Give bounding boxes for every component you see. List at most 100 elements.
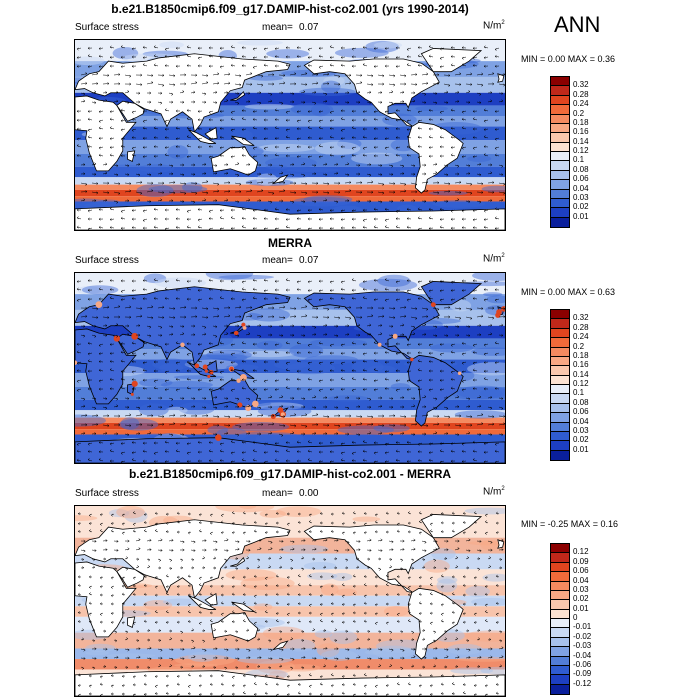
colorbar-swatch (551, 180, 569, 190)
colorbar-swatch (551, 338, 569, 348)
panel-1-colorbar (550, 76, 570, 228)
colorbar-swatch (551, 665, 569, 676)
colorbar-tick-label: 0.32 (573, 313, 589, 323)
colorbar-swatch (551, 114, 569, 124)
colorbar-swatch (551, 319, 569, 329)
colorbar-swatch (551, 656, 569, 666)
colorbar-tick-label: 0.02 (573, 202, 589, 212)
colorbar-swatch (551, 189, 569, 199)
colorbar-tick-label: 0.02 (573, 435, 589, 445)
panel-1-map (74, 39, 506, 231)
colorbar-tick-label: 0.14 (573, 136, 589, 146)
colorbar-tick-label: 0.04 (573, 416, 589, 426)
colorbar-swatch (551, 684, 569, 694)
colorbar-tick-label: 0.16 (573, 127, 589, 137)
colorbar-swatch (551, 142, 569, 152)
colorbar-swatch (551, 170, 569, 181)
colorbar-tick-label: 0.12 (573, 146, 589, 155)
colorbar-tick-label: 0.08 (573, 397, 589, 407)
panel-2-mean-label: mean= (262, 255, 293, 266)
colorbar-swatch (551, 86, 569, 96)
colorbar-tick-label: 0.12 (573, 379, 589, 388)
panel-2-map (74, 272, 506, 464)
colorbar-tick-label: 0.02 (573, 594, 589, 604)
season-label: ANN (554, 12, 601, 37)
colorbar-tick-label: 0.12 (573, 547, 589, 557)
colorbar-swatch (551, 394, 569, 404)
colorbar-tick-label: 0.06 (573, 566, 589, 576)
colorbar-swatch (551, 590, 569, 601)
panel-3-variable: Surface stress (75, 488, 139, 499)
colorbar-swatch (551, 544, 569, 554)
colorbar-swatch (551, 198, 569, 209)
colorbar-tick-label: 0.09 (573, 556, 589, 566)
colorbar-swatch (551, 647, 569, 657)
panel-3-title: b.e21.B1850cmip6.f09_g17.DAMIP-hist-co2.… (128, 467, 452, 481)
panel-2-minmax: MIN = 0.00 MAX = 0.63 (521, 287, 616, 297)
colorbar-tick-label: 0.01 (573, 444, 589, 454)
colorbar-swatch (551, 385, 569, 395)
colorbar-swatch (551, 562, 569, 573)
colorbar-tick-label: 0.18 (573, 117, 589, 127)
colorbar-tick-label: -0.06 (573, 659, 592, 669)
colorbar-swatch (551, 675, 569, 685)
colorbar-swatch (551, 637, 569, 648)
colorbar-swatch (551, 572, 569, 582)
colorbar-tick-label: -0.04 (573, 650, 592, 660)
colorbar-swatch (551, 431, 569, 442)
colorbar-swatch (551, 450, 569, 460)
colorbar-tick-label: 0.03 (573, 425, 589, 435)
panel-1-mean-value: 0.07 (299, 22, 319, 33)
colorbar-tick-label: 0 (573, 613, 578, 622)
colorbar-tick-label: 0.2 (573, 108, 585, 118)
colorbar-swatch (551, 95, 569, 106)
colorbar-swatch (551, 441, 569, 451)
colorbar-swatch (551, 310, 569, 320)
panel-3-mean-label: mean= (262, 488, 293, 499)
colorbar-swatch (551, 375, 569, 385)
colorbar-tick-label: 0.03 (573, 584, 589, 594)
panel-1-minmax: MIN = 0.00 MAX = 0.36 (521, 54, 616, 64)
colorbar-tick-label: 0.2 (573, 341, 585, 351)
colorbar-tick-label: 0.1 (573, 155, 585, 165)
colorbar-tick-label: -0.12 (573, 678, 592, 688)
colorbar-tick-label: -0.03 (573, 641, 592, 651)
colorbar-swatch (551, 403, 569, 414)
panel-2-title: MERRA (268, 236, 312, 250)
panel-3-map (74, 505, 506, 697)
panel-2-variable: Surface stress (75, 255, 139, 266)
colorbar-tick-label: 0.03 (573, 192, 589, 202)
colorbar-tick-label: 0.16 (573, 360, 589, 370)
colorbar-swatch (551, 628, 569, 638)
colorbar-tick-label: -0.01 (573, 622, 592, 632)
panel-1-units: N/m2 (483, 20, 505, 32)
colorbar-swatch (551, 600, 569, 610)
colorbar-swatch (551, 619, 569, 629)
colorbar-tick-label: 0.01 (573, 211, 589, 221)
colorbar-swatch (551, 105, 569, 115)
panel-1-title: b.e21.B1850cmip6.f09_g17.DAMIP-hist-co2.… (111, 2, 469, 16)
colorbar-swatch (551, 347, 569, 357)
colorbar-tick-label: 0.06 (573, 407, 589, 417)
colorbar-tick-label: 0.1 (573, 388, 585, 398)
panel-2-colorbar (550, 309, 570, 461)
colorbar-swatch (551, 356, 569, 367)
colorbar-swatch (551, 328, 569, 339)
panel-3-colorbar (550, 543, 570, 695)
colorbar-swatch (551, 609, 569, 619)
colorbar-swatch (551, 217, 569, 227)
colorbar-swatch (551, 413, 569, 423)
colorbar-swatch (551, 123, 569, 134)
panel-3-minmax: MIN = -0.25 MAX = 0.16 (521, 519, 619, 529)
colorbar-tick-label: 0.14 (573, 369, 589, 379)
colorbar-tick-label: -0.09 (573, 669, 592, 679)
colorbar-tick-label: 0.04 (573, 575, 589, 585)
colorbar-swatch (551, 422, 569, 432)
panel-1-variable: Surface stress (75, 22, 139, 33)
colorbar-tick-label: -0.02 (573, 631, 592, 641)
panel-3-mean-value: 0.00 (299, 488, 319, 499)
colorbar-swatch (551, 553, 569, 563)
colorbar-tick-label: 0.32 (573, 80, 589, 90)
colorbar-swatch (551, 77, 569, 87)
colorbar-tick-label: 0.28 (573, 322, 589, 332)
